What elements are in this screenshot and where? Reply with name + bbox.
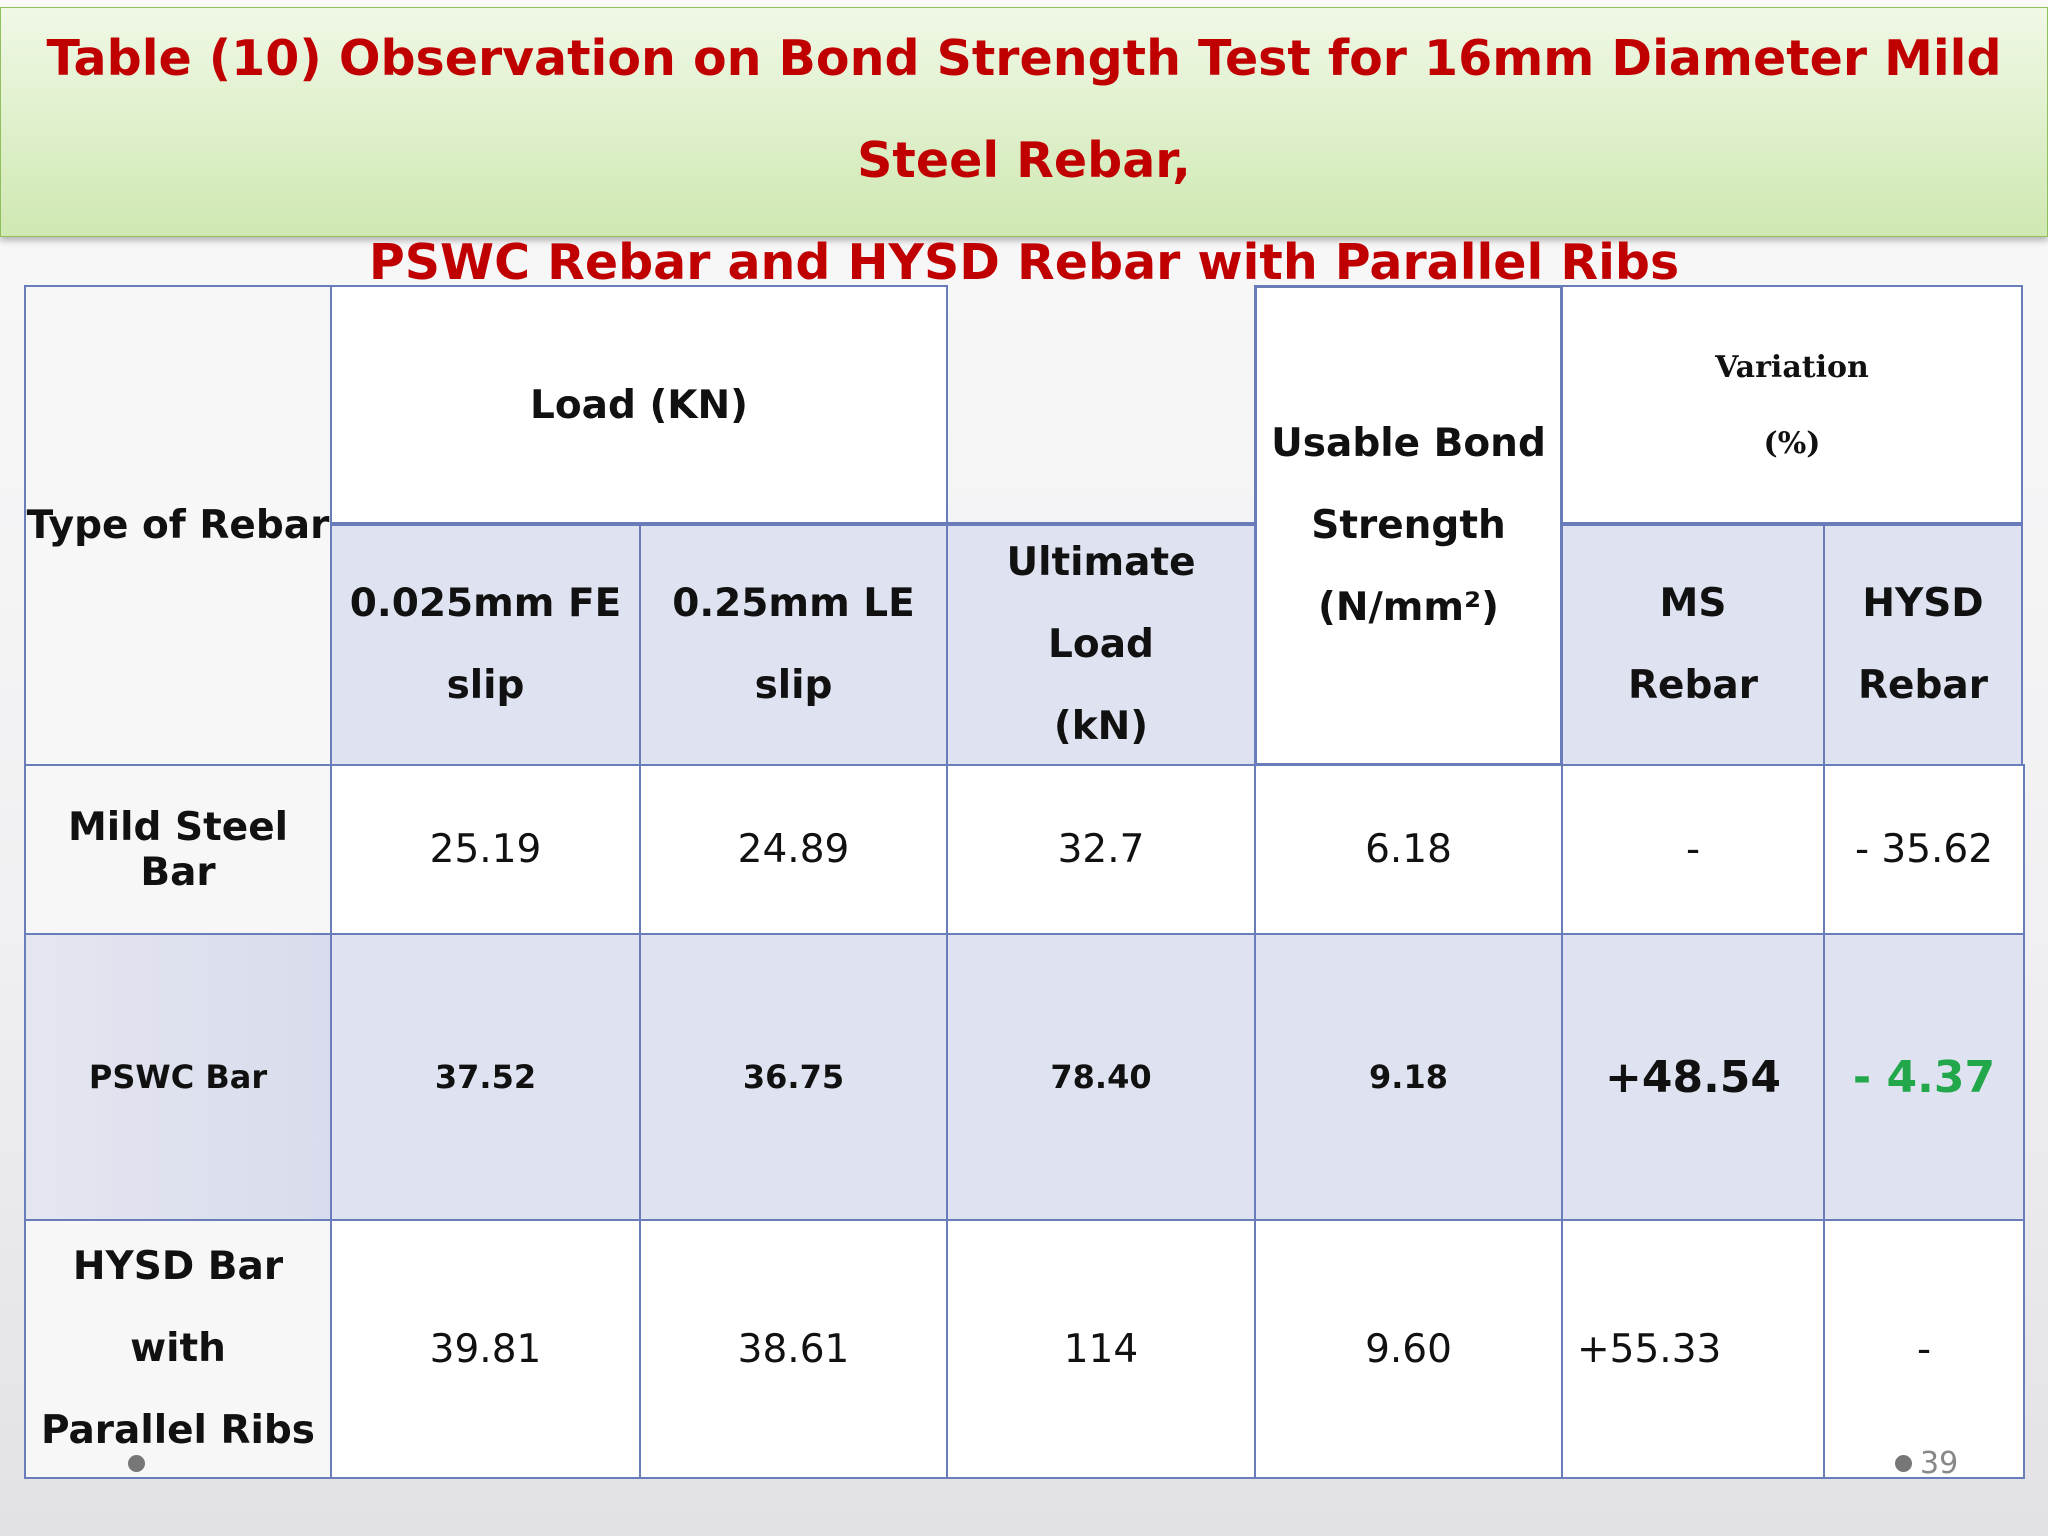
table-cell: 39.81 [330, 1219, 641, 1479]
table-cell: - [1823, 1219, 2025, 1479]
header-cell: Variation (%) [1561, 285, 2023, 526]
cell-text: 9.18 [1369, 1058, 1448, 1096]
title-line: Table (10) Observation on Bond Strength … [46, 30, 2002, 189]
table-cell: PSWC Bar [24, 933, 332, 1221]
cell-text: 36.75 [742, 1058, 845, 1096]
table-cell: 25.19 [330, 764, 641, 935]
table-cell: 9.18 [1254, 933, 1563, 1221]
header-cell: Ultimate Load (kN) [946, 522, 1256, 766]
header-text: slip [446, 663, 525, 708]
table-cell: +55.33 [1561, 1219, 1825, 1479]
table-cell: 6.18 [1254, 764, 1563, 935]
cell-text: - 35.62 [1854, 827, 1994, 872]
cell-text: 24.89 [737, 827, 850, 872]
header-cell: HYSD Rebar [1823, 522, 2023, 766]
cell-text: 114 [1063, 1326, 1139, 1372]
cell-text: +48.54 [1604, 1051, 1782, 1103]
table-cell: 114 [946, 1219, 1256, 1479]
header-cell: Type of Rebar [24, 285, 332, 766]
header-text: (N/mm²) [1318, 584, 1499, 630]
cell-text: 9.60 [1365, 1326, 1452, 1372]
table-cell: 9.60 [1254, 1219, 1563, 1479]
header-text: (kN) [1053, 704, 1149, 749]
header-text: slip [754, 663, 833, 708]
cell-text: - 4.37 [1852, 1051, 1996, 1103]
page-number: 39 [1920, 1446, 1959, 1481]
cell-text: 32.7 [1057, 827, 1145, 872]
table-cell: - 35.62 [1823, 764, 2025, 935]
header-cell: Usable Bond Strength (N/mm²) [1254, 285, 1563, 766]
table-cell: 38.61 [639, 1219, 948, 1479]
cell-text: Mild Steel Bar [67, 804, 289, 895]
header-text: (%) [1763, 425, 1821, 461]
title-box: Table (10) Observation on Bond Strength … [0, 7, 2048, 291]
table-cell: 37.52 [330, 933, 641, 1221]
cell-text: 6.18 [1365, 827, 1452, 872]
header-text: 0.25mm LE [672, 581, 915, 626]
header-text: Rebar [1628, 663, 1758, 708]
cell-text: 39.81 [429, 1326, 542, 1372]
header-cell: Load (KN) [330, 285, 948, 526]
table-cell: HYSD Bar with Parallel Ribs [24, 1219, 332, 1479]
cell-text: - [1685, 827, 1701, 872]
header-text: Usable Bond [1271, 420, 1546, 466]
title-line: PSWC Rebar and HYSD Rebar with Parallel … [368, 234, 1680, 291]
header-text: Strength [1311, 502, 1506, 548]
table-cell: Mild Steel Bar [24, 764, 332, 935]
table-cell: - [1561, 764, 1825, 935]
header-text: HYSD [1862, 581, 1984, 626]
header-text: 0.025mm FE [349, 581, 622, 626]
cell-text: 37.52 [434, 1058, 537, 1096]
table-cell: 32.7 [946, 764, 1256, 935]
table-cell: - 4.37 [1823, 933, 2025, 1221]
header-text: Ultimate Load [1006, 540, 1196, 667]
dot [128, 1455, 145, 1472]
header-text: Type of Rebar [26, 503, 330, 548]
table-cell: 24.89 [639, 764, 948, 935]
header-text: MS [1659, 581, 1727, 626]
header-cell: MS Rebar [1561, 522, 1825, 766]
cell-text: +55.33 [1577, 1326, 1722, 1372]
table-cell: 36.75 [639, 933, 948, 1221]
header-cell: 0.25mm LE slip [639, 522, 948, 766]
cell-text: Parallel Ribs [40, 1408, 316, 1453]
dot [1895, 1455, 1912, 1472]
cell-text: 38.61 [737, 1326, 850, 1372]
cell-text: HYSD Bar with [72, 1244, 284, 1371]
cell-text: - [1916, 1326, 1932, 1372]
table-cell: +48.54 [1561, 933, 1825, 1221]
table-cell: 78.40 [946, 933, 1256, 1221]
cell-text: 25.19 [429, 827, 542, 872]
cell-text: PSWC Bar [88, 1058, 268, 1096]
header-text: Rebar [1858, 663, 1988, 708]
header-cell: 0.025mm FE slip [330, 522, 641, 766]
cell-text: 78.40 [1050, 1058, 1152, 1096]
header-text: Load (KN) [530, 383, 748, 428]
header-text: Variation [1715, 349, 1869, 385]
